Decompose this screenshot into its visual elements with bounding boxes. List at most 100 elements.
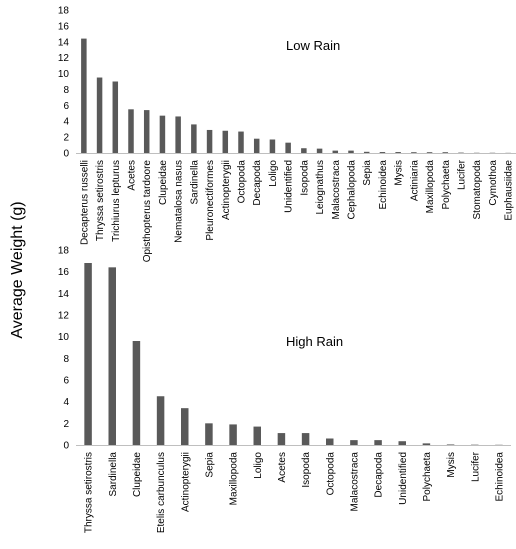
bar xyxy=(159,115,166,153)
x-tick-label: Maxillopoda xyxy=(229,452,240,506)
x-tick-label: Unidentified xyxy=(284,160,295,213)
bar xyxy=(253,426,261,445)
bar xyxy=(206,129,213,153)
x-tick-label: Euphausiidae xyxy=(504,160,515,221)
bar xyxy=(222,130,229,153)
x-tick-label: Opisthopterus tardoore xyxy=(142,160,153,263)
x-tick-label: Decapoda xyxy=(252,160,263,206)
bar xyxy=(108,267,116,445)
y-tick-label: 16 xyxy=(58,267,70,278)
y-tick-label: 14 xyxy=(58,37,70,48)
x-tick-label: Leiognathus xyxy=(315,160,326,215)
bar xyxy=(348,150,354,153)
x-tick-label: Cymothoa xyxy=(488,160,499,206)
bar xyxy=(426,152,433,153)
x-tick-label: Actiniaria xyxy=(409,160,420,202)
x-tick-label: Acetes xyxy=(127,160,138,191)
bar xyxy=(379,152,386,153)
bar xyxy=(350,440,358,445)
y-tick-label: 4 xyxy=(63,117,69,128)
bar xyxy=(301,433,310,445)
y-tick-label: 2 xyxy=(63,133,69,144)
bar xyxy=(398,441,406,445)
y-tick-label: 10 xyxy=(58,332,70,343)
bar xyxy=(277,433,286,445)
x-tick-label: Mysis xyxy=(394,160,405,186)
x-tick-label: Loligo xyxy=(253,452,264,479)
y-tick-label: 8 xyxy=(63,354,69,365)
bar xyxy=(191,124,197,153)
bar xyxy=(253,138,260,153)
x-tick-label: Lucifer xyxy=(470,451,481,482)
y-tick-label: 18 xyxy=(58,246,70,257)
y-tick-label: 0 xyxy=(63,441,69,452)
x-tick-label: Decapterus russelli xyxy=(79,160,90,245)
x-tick-label: Octopoda xyxy=(325,452,336,496)
x-tick-label: Isopoda xyxy=(301,452,312,488)
bar xyxy=(84,263,92,445)
x-tick-label: Thryssa setirostris xyxy=(84,452,95,533)
chart-title: Low Rain xyxy=(286,38,340,53)
bar xyxy=(132,341,141,445)
x-tick-label: Sepia xyxy=(204,452,215,478)
bar xyxy=(156,396,165,445)
bar xyxy=(442,152,449,153)
bar xyxy=(229,424,237,445)
x-tick-label: Acetes xyxy=(277,452,288,483)
high-rain-chart: High Rain 0 2 4 6 8 10 12 14 16 18 Thryssa setirost… xyxy=(58,246,511,533)
bar xyxy=(363,151,370,153)
x-tick-label: Echinoidea xyxy=(494,452,505,502)
x-tick-label: Unidentified xyxy=(398,452,409,505)
x-tick-label: Echinoidea xyxy=(378,160,389,210)
y-tick-label: 14 xyxy=(58,289,70,300)
x-tick-label: Malacostraca xyxy=(349,452,360,512)
bar xyxy=(374,440,382,445)
x-tick-label: Stomatopoda xyxy=(472,160,483,220)
x-tick-label: Sepia xyxy=(362,160,373,186)
chart-title: High Rain xyxy=(286,334,343,349)
bar xyxy=(446,444,455,445)
y-tick-label: 16 xyxy=(58,21,70,32)
x-tick-label: Pleuronectiformes xyxy=(205,160,216,241)
bar xyxy=(326,438,334,445)
bar xyxy=(205,423,213,445)
x-tick-label: Sardinella xyxy=(189,160,200,205)
bar xyxy=(81,38,87,153)
bar xyxy=(395,152,401,153)
y-tick-label: 12 xyxy=(58,311,70,322)
x-tick-label: Nematalosa nasus xyxy=(174,160,185,243)
low-rain-chart: Low Rain 0 2 4 6 8 10 12 14 16 18 Decapterus russel… xyxy=(58,6,516,263)
x-tick-label: Polychaeta xyxy=(422,452,433,502)
x-tick-label: Actinopterygii xyxy=(221,160,232,220)
x-tick-label: Malacostraca xyxy=(331,160,342,220)
bar xyxy=(112,81,119,153)
x-tick-label: Decapoda xyxy=(374,452,385,498)
x-tick-label: Octopoda xyxy=(237,160,248,204)
bar xyxy=(238,131,244,153)
bar xyxy=(285,142,291,153)
y-tick-label: 12 xyxy=(58,53,70,64)
x-tick-label: Trichiurus lepturus xyxy=(111,160,122,242)
y-tick-label: 8 xyxy=(63,85,69,96)
x-tick-label: Lucifer xyxy=(457,159,468,190)
bar xyxy=(332,150,339,153)
bar xyxy=(96,77,103,153)
bar xyxy=(301,148,307,153)
bar xyxy=(181,408,189,445)
bar xyxy=(411,152,417,153)
x-tick-label: Mysis xyxy=(446,452,457,478)
x-tick-label: Actinopterygii xyxy=(180,452,191,512)
y-tick-label: 4 xyxy=(63,397,69,408)
bar xyxy=(143,110,150,153)
x-tick-label: Polychaeta xyxy=(441,160,452,210)
bar xyxy=(175,116,181,153)
bar xyxy=(128,109,134,153)
x-tick-label: Loligo xyxy=(268,160,279,187)
x-tick-label: Sardinella xyxy=(108,452,119,497)
y-tick-label: 10 xyxy=(58,69,70,80)
x-tick-label: Clupeidae xyxy=(132,452,143,497)
x-tick-label: Cephalopoda xyxy=(347,160,358,220)
y-tick-label: 0 xyxy=(63,149,69,160)
x-tick-label: Maxillopoda xyxy=(425,160,436,214)
